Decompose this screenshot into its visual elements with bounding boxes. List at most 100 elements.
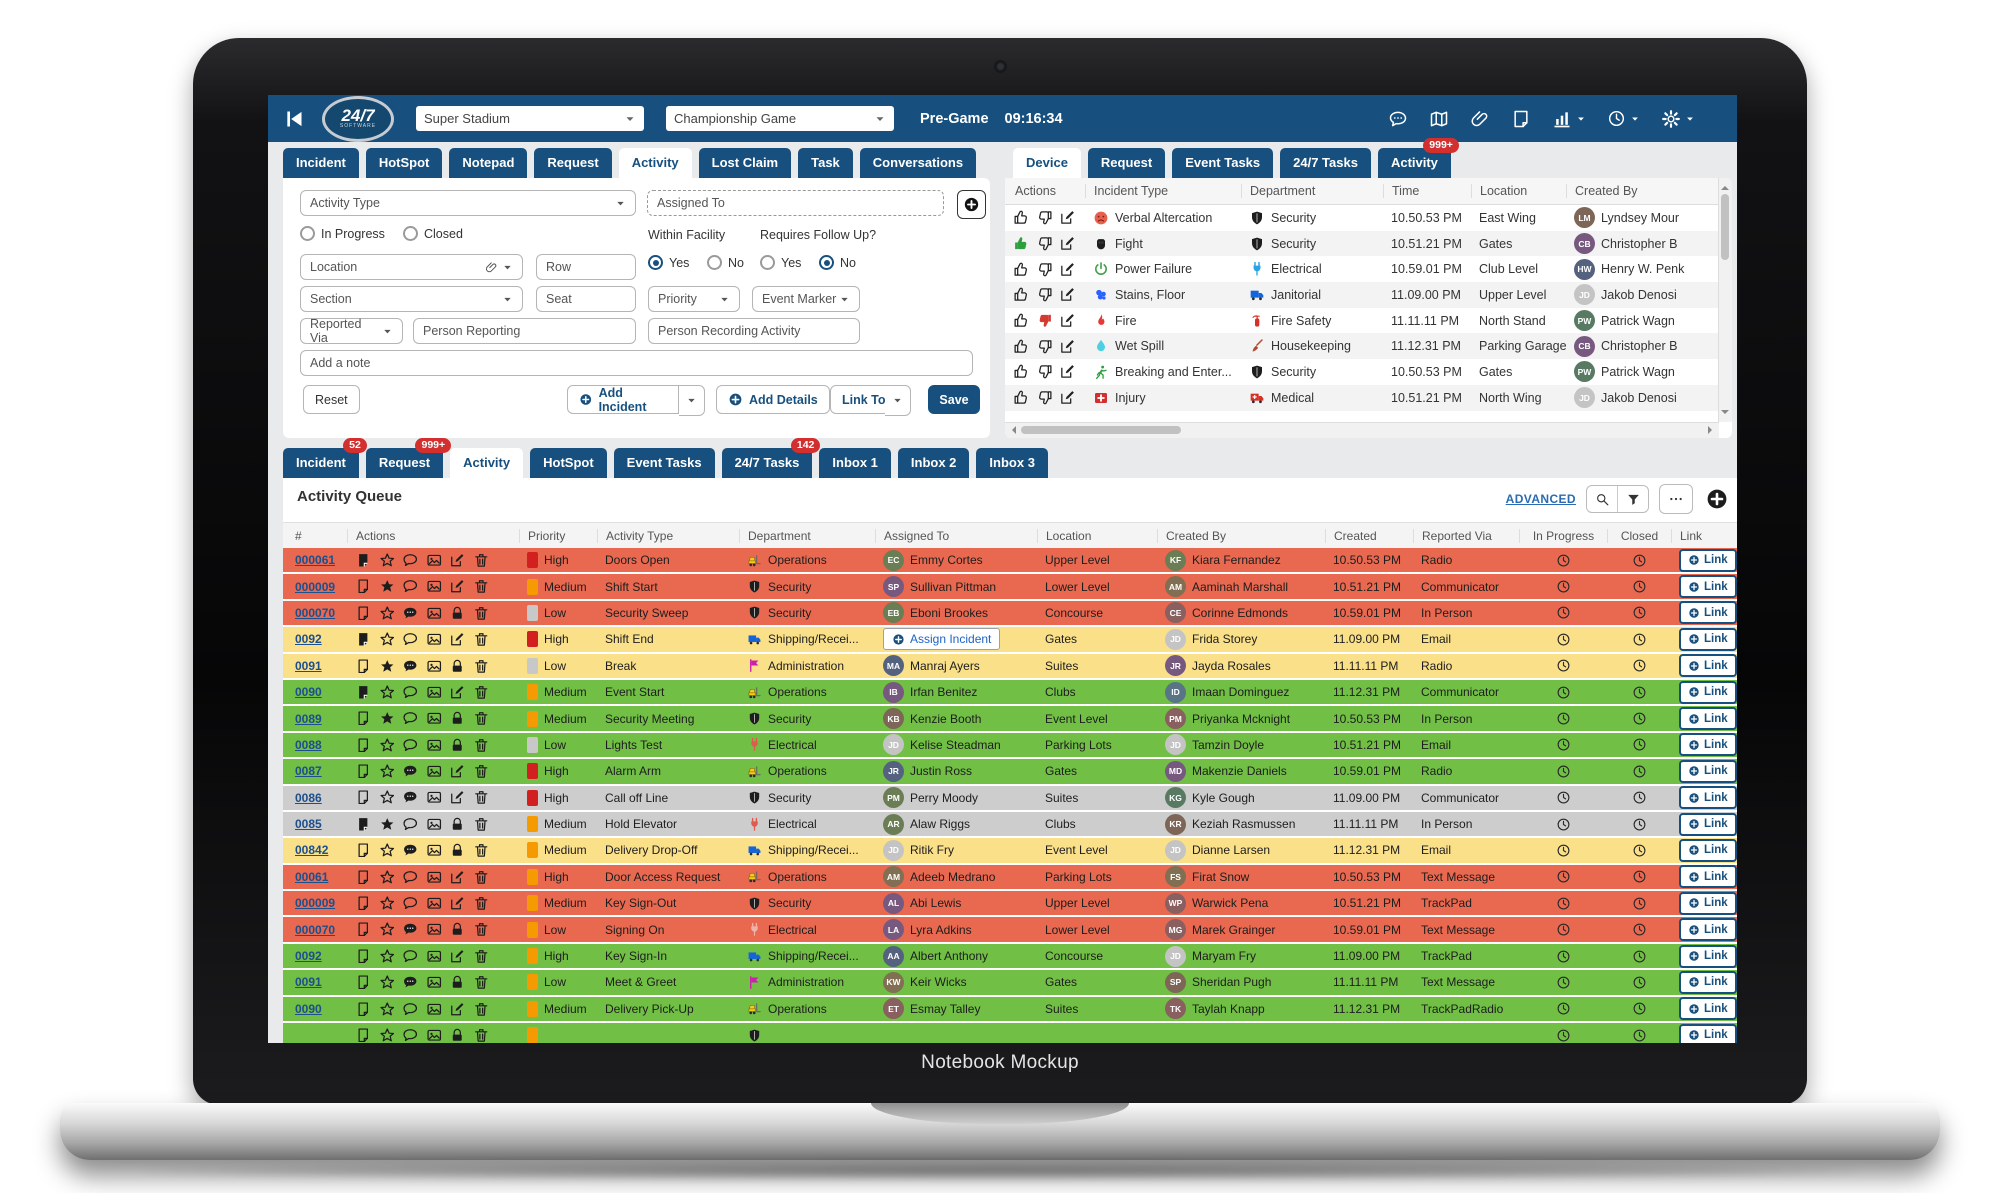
activity-id-link[interactable]: 000070 <box>295 605 336 620</box>
clock-icon[interactable] <box>1632 1001 1647 1016</box>
link-button[interactable]: Link <box>1679 733 1737 757</box>
clock-icon[interactable] <box>1556 869 1571 884</box>
advanced-link[interactable]: ADVANCED <box>1505 492 1576 506</box>
chat-icon[interactable] <box>402 684 419 701</box>
edit-icon[interactable] <box>1059 363 1076 380</box>
trash-icon[interactable] <box>473 921 490 938</box>
location-input[interactable]: Location <box>300 254 523 280</box>
star-icon[interactable] <box>379 921 396 938</box>
activity-id-link[interactable]: 0092 <box>295 949 322 964</box>
skip-to-start-icon[interactable] <box>284 109 304 129</box>
queue-row[interactable]: 0092 High Shift End Shipping/Recei... As… <box>283 627 1737 654</box>
edit-icon[interactable] <box>449 684 466 701</box>
clock-icon[interactable] <box>1556 817 1571 832</box>
scroll-right-icon[interactable] <box>1708 426 1716 434</box>
assigned-to-input[interactable]: Assigned To <box>647 190 944 216</box>
reset-button[interactable]: Reset <box>303 385 360 414</box>
clock-icon[interactable] <box>1556 896 1571 911</box>
star-icon[interactable] <box>379 948 396 965</box>
thumb-down-icon[interactable] <box>1036 286 1053 303</box>
clock-icon[interactable] <box>1556 658 1571 673</box>
edit-icon[interactable] <box>1059 235 1076 252</box>
chat-bubble-icon[interactable] <box>1388 109 1408 129</box>
search-button[interactable] <box>1587 486 1617 512</box>
chat-icon[interactable] <box>402 869 419 886</box>
trash-icon[interactable] <box>473 1001 490 1018</box>
queue-row[interactable]: 000070 Low Security Sweep Security EB Ebo… <box>283 600 1737 628</box>
image-icon[interactable] <box>426 842 443 859</box>
map-icon[interactable] <box>1429 109 1449 129</box>
star-icon[interactable] <box>379 895 396 912</box>
device-row[interactable]: Power Failure Electrical 10.59.01 PM Clu… <box>1005 256 1732 282</box>
clock-icon[interactable] <box>1556 790 1571 805</box>
vertical-scrollbar[interactable] <box>1718 178 1732 422</box>
clock-icon[interactable] <box>1556 685 1571 700</box>
tab-notepad[interactable]: Notepad <box>449 148 528 178</box>
activity-id-link[interactable]: 000009 <box>295 579 336 594</box>
link-button[interactable]: Link <box>1679 680 1737 704</box>
star-icon[interactable] <box>379 578 396 595</box>
device-row[interactable]: Verbal Altercation Security 10.50.53 PM … <box>1005 205 1732 231</box>
star-icon[interactable] <box>379 710 396 727</box>
thumb-up-icon[interactable] <box>1013 338 1030 355</box>
filter-button[interactable] <box>1617 486 1648 512</box>
lock-icon[interactable] <box>449 737 466 754</box>
image-icon[interactable] <box>426 710 443 727</box>
tab-request[interactable]: Request <box>534 148 612 178</box>
link-button[interactable]: Link <box>1679 997 1737 1021</box>
queue-row[interactable]: 0086 High Call off Line Security PM Perry… <box>283 785 1737 812</box>
closed-radio[interactable]: Closed <box>403 226 463 241</box>
star-icon[interactable] <box>379 816 396 833</box>
person-recording-input[interactable]: Person Recording Activity <box>648 318 860 344</box>
queue-row[interactable]: 0087 High Alarm Arm Operations JR Justin … <box>283 759 1737 786</box>
star-icon[interactable] <box>379 1001 396 1018</box>
image-icon[interactable] <box>426 921 443 938</box>
device-row[interactable]: Breaking and Enter... Security 10.50.53 … <box>1005 359 1732 385</box>
trash-icon[interactable] <box>473 631 490 648</box>
clock-icon[interactable] <box>1632 605 1647 620</box>
note-icon[interactable] <box>355 869 372 886</box>
clock-icon[interactable] <box>1556 579 1571 594</box>
queue-row[interactable]: 000061 High Doors Open Operations EC Emmy… <box>283 548 1737 575</box>
image-icon[interactable] <box>426 1027 443 1043</box>
edit-icon[interactable] <box>1059 286 1076 303</box>
queue-row[interactable]: 0089 Medium Security Meeting Security KB… <box>283 706 1737 733</box>
queue-tab-inbox-3[interactable]: Inbox 3 <box>976 448 1048 478</box>
tab-lost-claim[interactable]: Lost Claim <box>698 148 792 178</box>
star-icon[interactable] <box>379 684 396 701</box>
chat-icon[interactable] <box>402 763 419 780</box>
edit-icon[interactable] <box>449 789 466 806</box>
chat-icon[interactable] <box>402 948 419 965</box>
clock-icon[interactable] <box>1632 790 1647 805</box>
thumb-up-icon[interactable] <box>1013 261 1030 278</box>
note-icon[interactable] <box>355 605 372 622</box>
scroll-left-icon[interactable] <box>1008 426 1016 434</box>
edit-icon[interactable] <box>1059 389 1076 406</box>
clock-icon[interactable] <box>1632 922 1647 937</box>
device-row[interactable]: Wet Spill Housekeeping 11.12.31 PM Parki… <box>1005 333 1732 360</box>
thumb-down-icon[interactable] <box>1036 338 1053 355</box>
note-icon[interactable] <box>355 921 372 938</box>
clock-icon[interactable] <box>1556 1001 1571 1016</box>
clock-icon[interactable] <box>1556 632 1571 647</box>
note-icon[interactable] <box>355 684 372 701</box>
clock-icon[interactable] <box>1632 843 1647 858</box>
chat-icon[interactable] <box>402 921 419 938</box>
more-options-button[interactable] <box>1659 484 1693 514</box>
note-icon[interactable] <box>355 1001 372 1018</box>
queue-row[interactable]: 000070 Low Signing On Electrical LA Lyra … <box>283 917 1737 944</box>
edit-icon[interactable] <box>449 895 466 912</box>
activity-id-link[interactable]: 0090 <box>295 685 322 700</box>
link-button[interactable]: Link <box>1679 812 1737 836</box>
within-facility-no-radio[interactable]: No <box>707 255 744 270</box>
scrollbar-thumb[interactable] <box>1021 426 1181 434</box>
thumb-down-icon[interactable] <box>1036 312 1053 329</box>
edit-icon[interactable] <box>449 869 466 886</box>
star-icon[interactable] <box>379 737 396 754</box>
image-icon[interactable] <box>426 948 443 965</box>
follow-up-no-radio[interactable]: No <box>819 255 856 270</box>
image-icon[interactable] <box>426 974 443 991</box>
queue-tab-incident[interactable]: Incident 52 <box>283 438 367 478</box>
activity-id-link[interactable]: 000070 <box>295 922 336 937</box>
activity-id-link[interactable]: 0087 <box>295 764 322 779</box>
